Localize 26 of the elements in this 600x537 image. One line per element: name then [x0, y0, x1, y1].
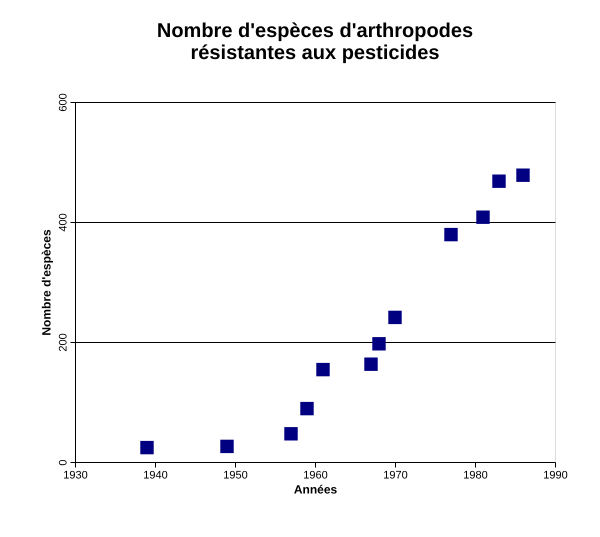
y-tick-label: 400 — [58, 213, 70, 232]
y-tick-label: 0 — [58, 459, 70, 466]
point — [516, 168, 530, 182]
point — [364, 357, 378, 371]
point — [316, 362, 330, 376]
y-tick-label: 600 — [58, 93, 70, 112]
x-axis-title: Années — [294, 482, 338, 496]
x-tick-label: 1980 — [463, 470, 488, 482]
point — [300, 402, 314, 416]
x-tick-label: 1940 — [143, 470, 168, 482]
x-tick-label: 1990 — [543, 470, 568, 482]
point — [372, 337, 386, 351]
point — [220, 440, 234, 454]
point — [140, 440, 154, 454]
y-tick-label: 200 — [58, 333, 70, 352]
y-axis-title: Nombre d'espèces — [40, 229, 54, 336]
chart-title: Nombre d'espèces d'arthropodes résistantes aux pesticides — [156, 20, 474, 64]
x-tick-label: 1970 — [383, 470, 408, 482]
x-tick-label: 1960 — [303, 470, 328, 482]
point — [284, 427, 298, 441]
point — [492, 174, 506, 188]
x-tick-label: 1930 — [63, 470, 88, 482]
x-tick-label: 1950 — [223, 470, 248, 482]
point — [444, 228, 458, 242]
point — [476, 210, 490, 224]
point — [388, 310, 402, 324]
